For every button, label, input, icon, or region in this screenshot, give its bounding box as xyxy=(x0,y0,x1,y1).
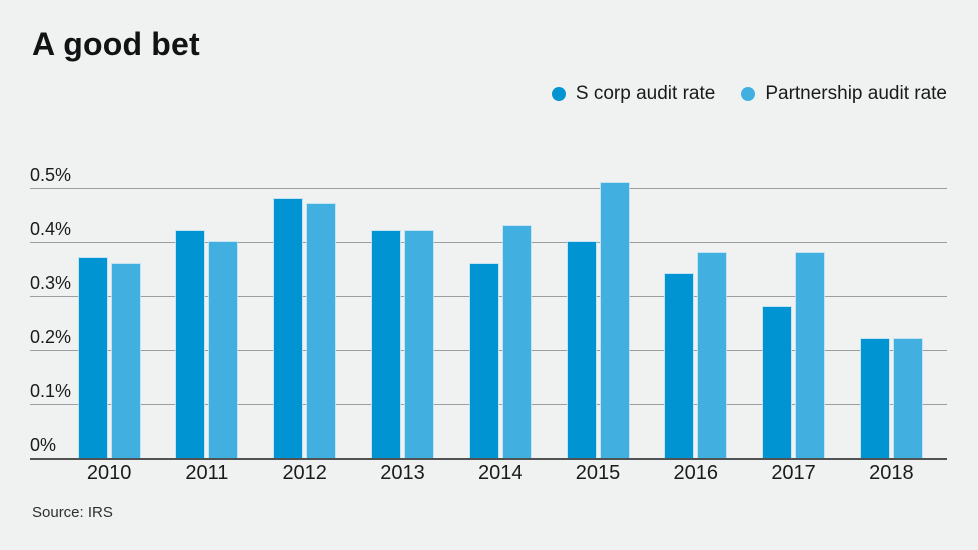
s-corp-bar xyxy=(371,231,400,458)
s-corp-bar xyxy=(860,339,889,458)
legend-item-partnership: Partnership audit rate xyxy=(741,83,947,105)
x-axis-tick-label: 2015 xyxy=(575,462,621,484)
x-axis-tick-label: 2016 xyxy=(673,462,719,484)
partnership-swatch-icon xyxy=(741,87,756,101)
gridline xyxy=(30,188,947,189)
partnership-bar xyxy=(404,231,433,458)
s-corp-bar xyxy=(176,231,205,458)
legend-label-s-corp: S corp audit rate xyxy=(575,83,716,104)
partnership-bar xyxy=(698,252,727,458)
x-axis-baseline xyxy=(30,458,947,460)
s-corp-bar xyxy=(274,198,303,458)
x-axis-tick-label: 2010 xyxy=(86,462,132,484)
s-corp-bar xyxy=(665,274,694,458)
page-title: A good bet xyxy=(32,26,200,62)
x-axis-tick-label: 2017 xyxy=(771,462,816,484)
s-corp-bar xyxy=(763,306,792,458)
bar-chart: 0% 0.1% 0.2% 0.3% 0.4% 0.5% 2010 2011 2012 2013 20… xyxy=(30,166,947,484)
y-axis-tick-label: 0.5% xyxy=(30,165,72,185)
gridline xyxy=(30,242,947,243)
x-axis-tick-label: 2014 xyxy=(478,462,523,484)
s-corp-bar xyxy=(567,242,596,458)
y-axis-tick-label: 0.3% xyxy=(30,273,72,293)
x-axis-tick-label: 2018 xyxy=(869,462,914,484)
y-axis-tick-label: 0% xyxy=(30,435,57,455)
s-corp-bar xyxy=(78,258,107,458)
x-axis-tick-label: 2011 xyxy=(185,462,229,484)
y-axis-tick-label: 0.1% xyxy=(30,381,72,401)
x-axis-tick-label: 2012 xyxy=(282,462,327,484)
y-axis-tick-label: 0.4% xyxy=(30,219,72,239)
partnership-bar xyxy=(111,263,140,458)
legend-label-partnership: Partnership audit rate xyxy=(765,83,947,104)
partnership-bar xyxy=(600,182,629,458)
partnership-bar xyxy=(209,242,238,458)
y-axis-tick-label: 0.2% xyxy=(30,327,72,347)
s-corp-bar xyxy=(469,263,498,458)
source-note: Source: IRS xyxy=(32,504,113,521)
partnership-bar xyxy=(796,252,825,458)
legend-item-s-corp: S corp audit rate xyxy=(551,83,716,105)
legend: S corp audit rate Partnership audit rate xyxy=(551,83,947,105)
partnership-bar xyxy=(307,204,336,458)
x-axis-tick-label: 2013 xyxy=(380,462,425,484)
partnership-bar xyxy=(893,339,922,458)
s-corp-swatch-icon xyxy=(551,87,566,101)
partnership-bar xyxy=(502,225,531,458)
